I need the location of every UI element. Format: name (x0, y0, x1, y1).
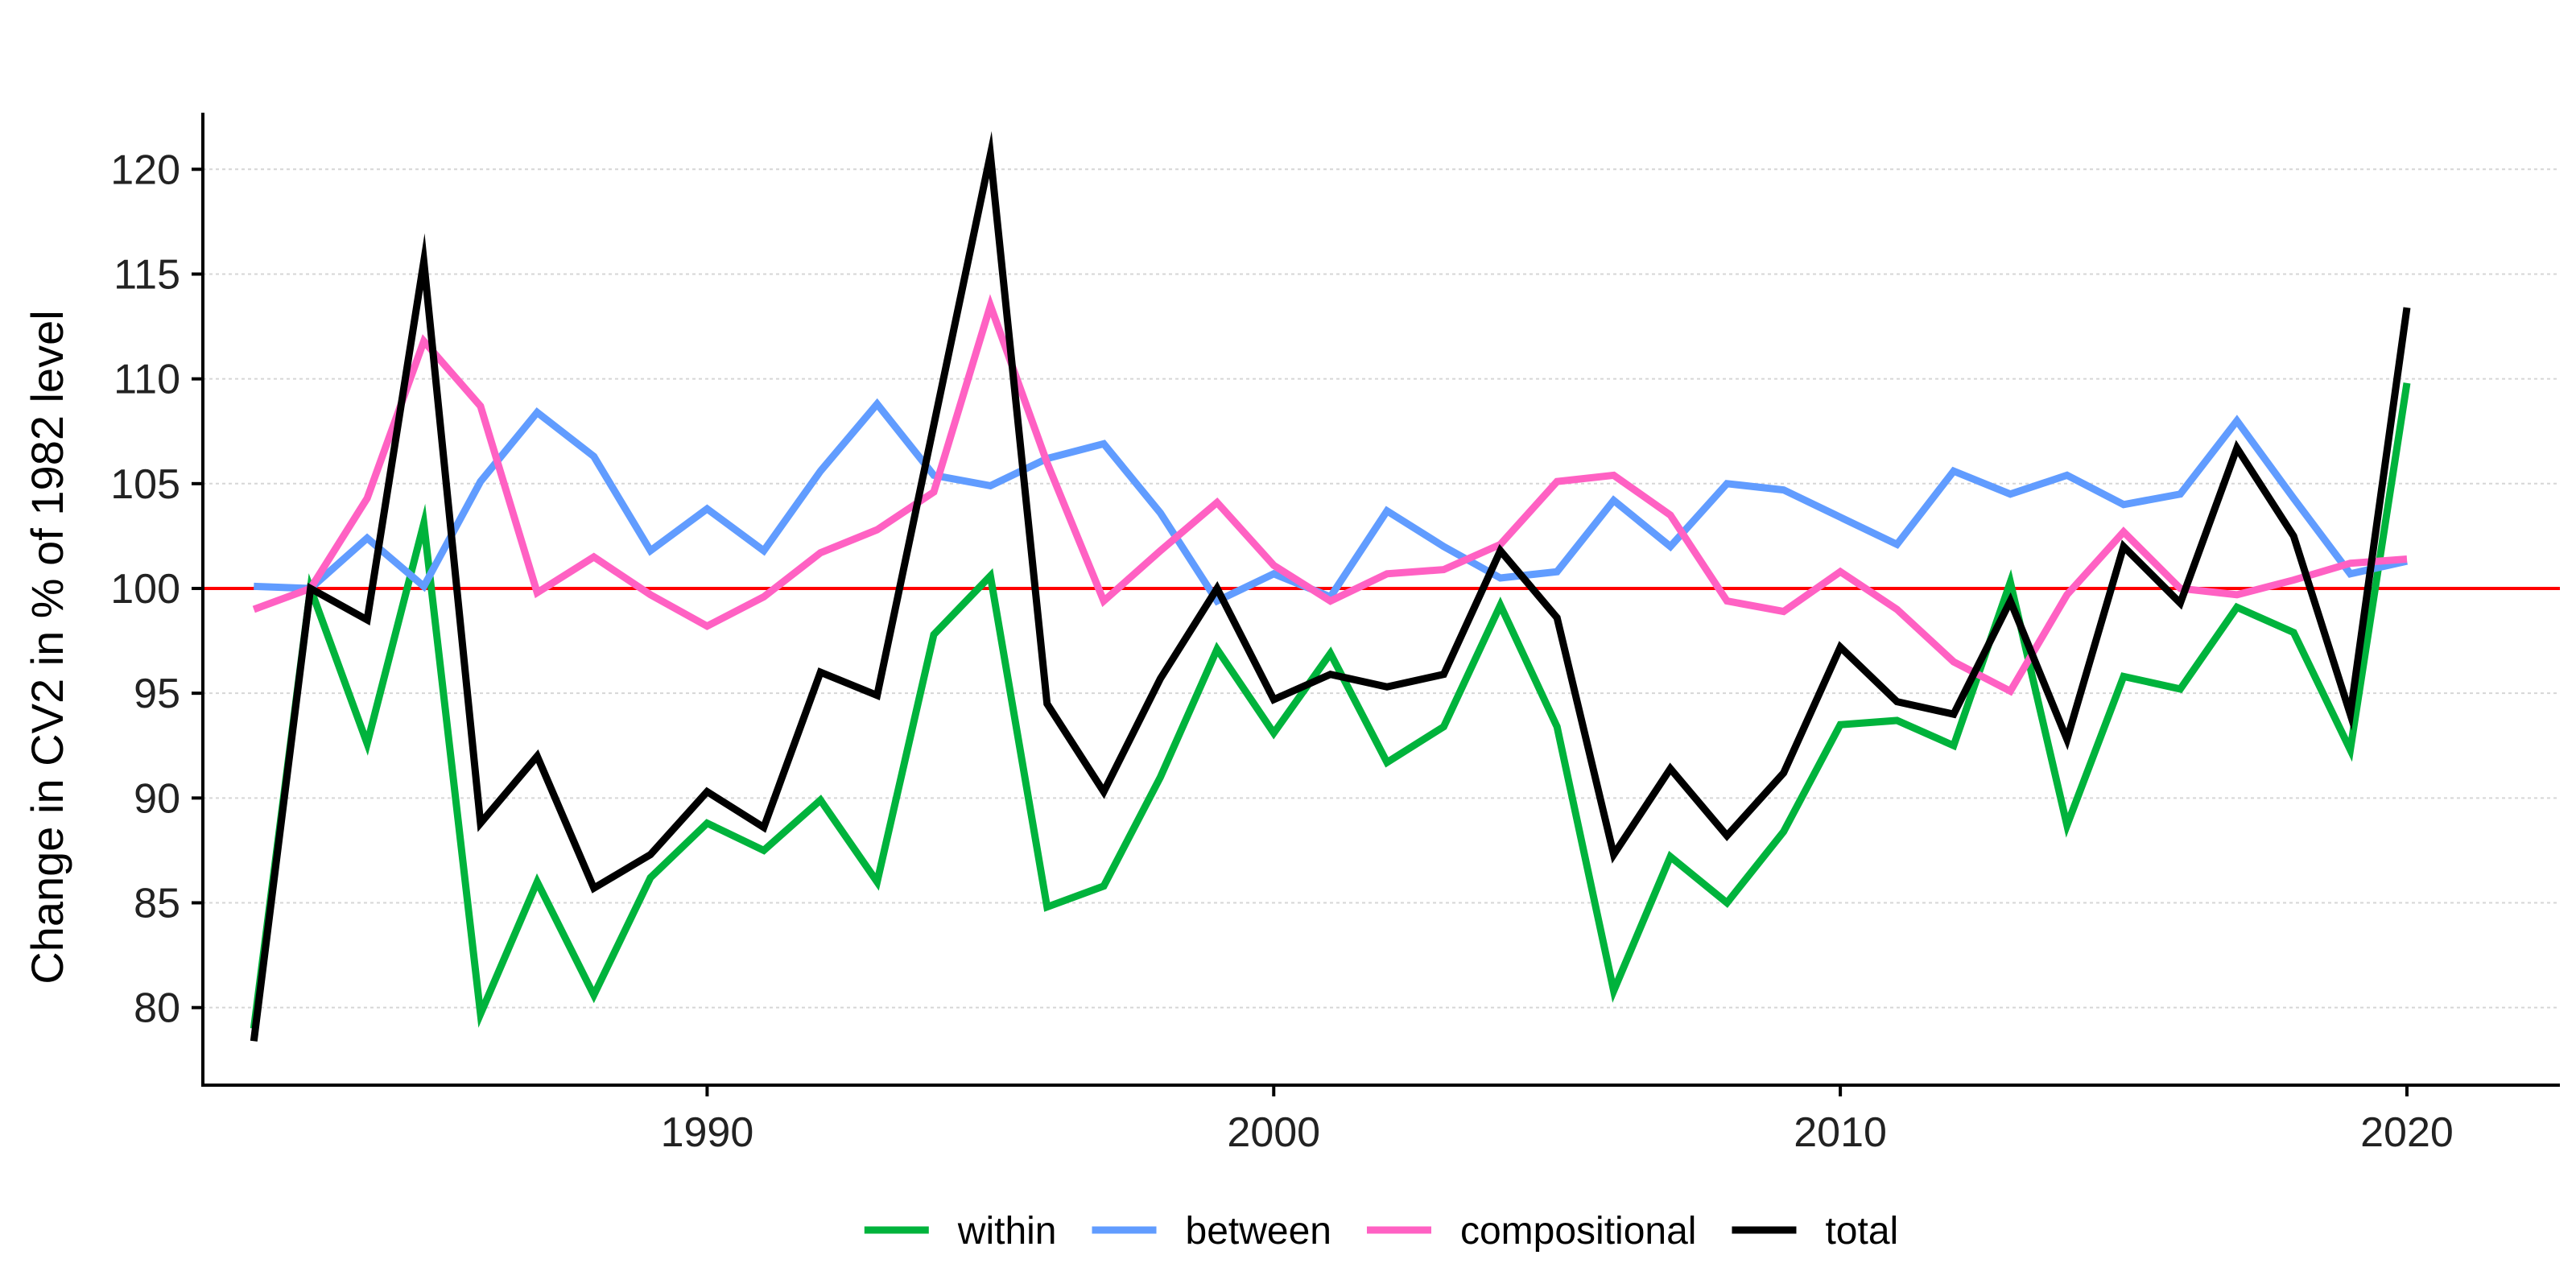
y-tick-label: 95 (134, 671, 180, 717)
y-ticks: 80 85 90 95 100 105 110 115 120 (110, 147, 203, 1032)
x-tick-label: 2000 (1227, 1109, 1320, 1156)
y-tick-label: 85 (134, 881, 180, 927)
series-line-compositional (252, 294, 2408, 696)
x-tick-label: 2010 (1794, 1109, 1887, 1156)
x-ticks: 1990 2000 2010 2020 (661, 1085, 2454, 1156)
y-tick-label: 100 (110, 566, 180, 613)
legend-label-total: total (1825, 1210, 1898, 1253)
x-tick-label: 1990 (661, 1109, 754, 1156)
y-tick-label: 90 (134, 775, 180, 822)
y-tick-label: 120 (110, 147, 180, 193)
legend-label-between: between (1186, 1210, 1331, 1253)
y-tick-label: 115 (114, 251, 180, 298)
series-layer (250, 130, 2411, 1042)
legend: within between compositional total (864, 1210, 1898, 1253)
legend-label-compositional: compositional (1460, 1210, 1696, 1253)
y-axis-title: Change in CV2 in % of 1982 level (22, 310, 72, 984)
series-line-total (250, 130, 2411, 1042)
legend-label-within: within (957, 1210, 1057, 1253)
y-tick-label: 110 (114, 357, 180, 403)
y-tick-label: 80 (134, 985, 180, 1032)
y-tick-label: 105 (110, 461, 180, 508)
axes (201, 113, 2560, 1087)
x-tick-label: 2020 (2360, 1109, 2454, 1156)
series-line-within (250, 382, 2411, 1030)
